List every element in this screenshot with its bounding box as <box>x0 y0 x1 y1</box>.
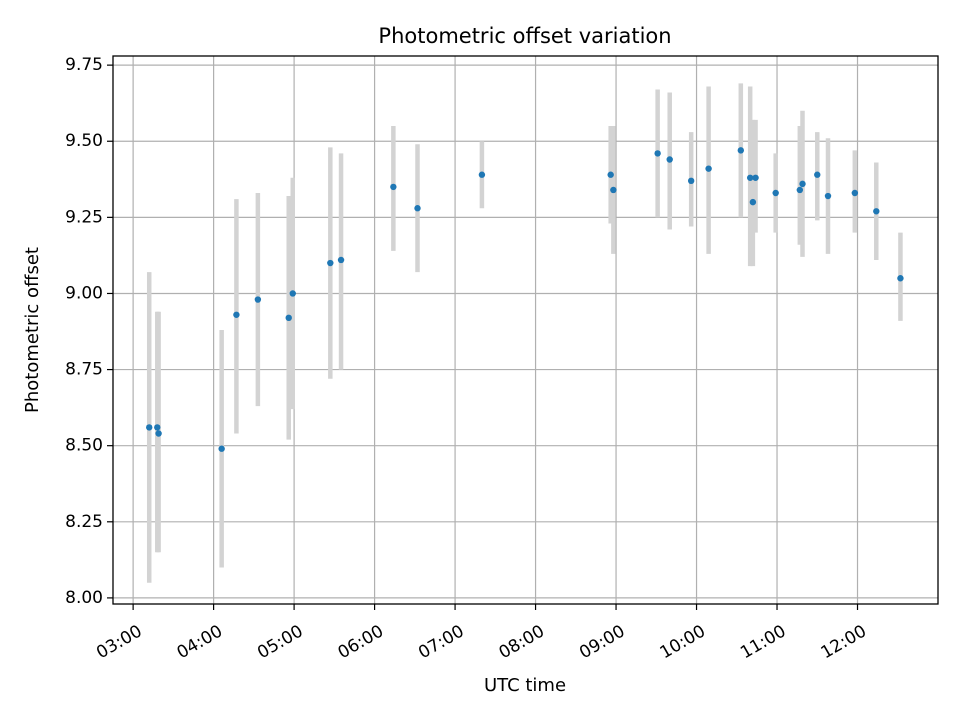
data-point <box>737 147 745 154</box>
data-point <box>607 171 614 178</box>
data-point <box>146 424 153 431</box>
y-axis-ticks: 8.00 8.25 8.50 8.75 9.00 9.25 9.50 9.75 <box>65 55 113 608</box>
x-tick-label: 05:00 <box>254 621 306 663</box>
plot-frame <box>112 55 939 605</box>
x-tick-label: 09:00 <box>576 621 628 663</box>
chart-title: Photometric offset variation <box>378 24 671 48</box>
x-tick-label: 06:00 <box>335 621 387 663</box>
y-tick-label: 8.75 <box>65 360 103 380</box>
data-point <box>154 424 161 431</box>
x-tick-label: 07:00 <box>415 621 467 663</box>
data-point <box>772 189 779 197</box>
y-tick-label: 8.50 <box>65 436 103 456</box>
data-point <box>218 445 225 452</box>
data-point <box>155 430 162 437</box>
x-tick-label: 04:00 <box>174 621 226 663</box>
data-point <box>327 259 334 267</box>
data-point <box>610 186 617 194</box>
data-point <box>666 156 673 163</box>
y-tick-label: 9.50 <box>65 131 103 151</box>
x-tick-label: 11:00 <box>737 621 789 663</box>
data-point <box>687 177 695 185</box>
data-point <box>746 174 754 181</box>
x-tick-label: 03:00 <box>93 621 145 663</box>
x-axis-ticks: 03:00 04:00 05:00 06:00 07:00 08:00 09:00 10:00… <box>93 604 870 663</box>
data-point <box>414 205 421 212</box>
data-point <box>289 290 296 297</box>
data-point <box>851 189 859 197</box>
y-tick-label: 9.75 <box>65 55 103 75</box>
data-point <box>873 208 880 215</box>
data-point <box>897 275 904 282</box>
data-point <box>254 296 262 303</box>
data-point <box>654 150 661 157</box>
data-point <box>799 180 806 188</box>
x-tick-label: 12:00 <box>818 621 870 663</box>
y-tick-label: 8.25 <box>65 512 103 532</box>
y-tick-label: 8.00 <box>65 588 103 608</box>
data-point <box>233 311 240 318</box>
data-point <box>824 192 832 200</box>
data-point <box>814 171 821 178</box>
data-point <box>390 183 397 191</box>
x-tick-label: 10:00 <box>657 621 709 663</box>
x-axis-label: UTC time <box>484 675 566 696</box>
data-point <box>752 174 759 181</box>
data-point <box>285 314 292 322</box>
data-point <box>796 186 804 194</box>
data-points <box>146 147 904 452</box>
y-tick-label: 9.25 <box>65 207 103 227</box>
data-point <box>705 165 712 172</box>
y-axis-label: Photometric offset <box>22 247 43 413</box>
grid-lines <box>113 56 938 604</box>
data-point <box>478 171 486 178</box>
data-point <box>749 198 757 206</box>
y-tick-label: 9.00 <box>65 283 103 303</box>
data-point <box>337 256 345 264</box>
x-tick-label: 08:00 <box>496 621 548 663</box>
